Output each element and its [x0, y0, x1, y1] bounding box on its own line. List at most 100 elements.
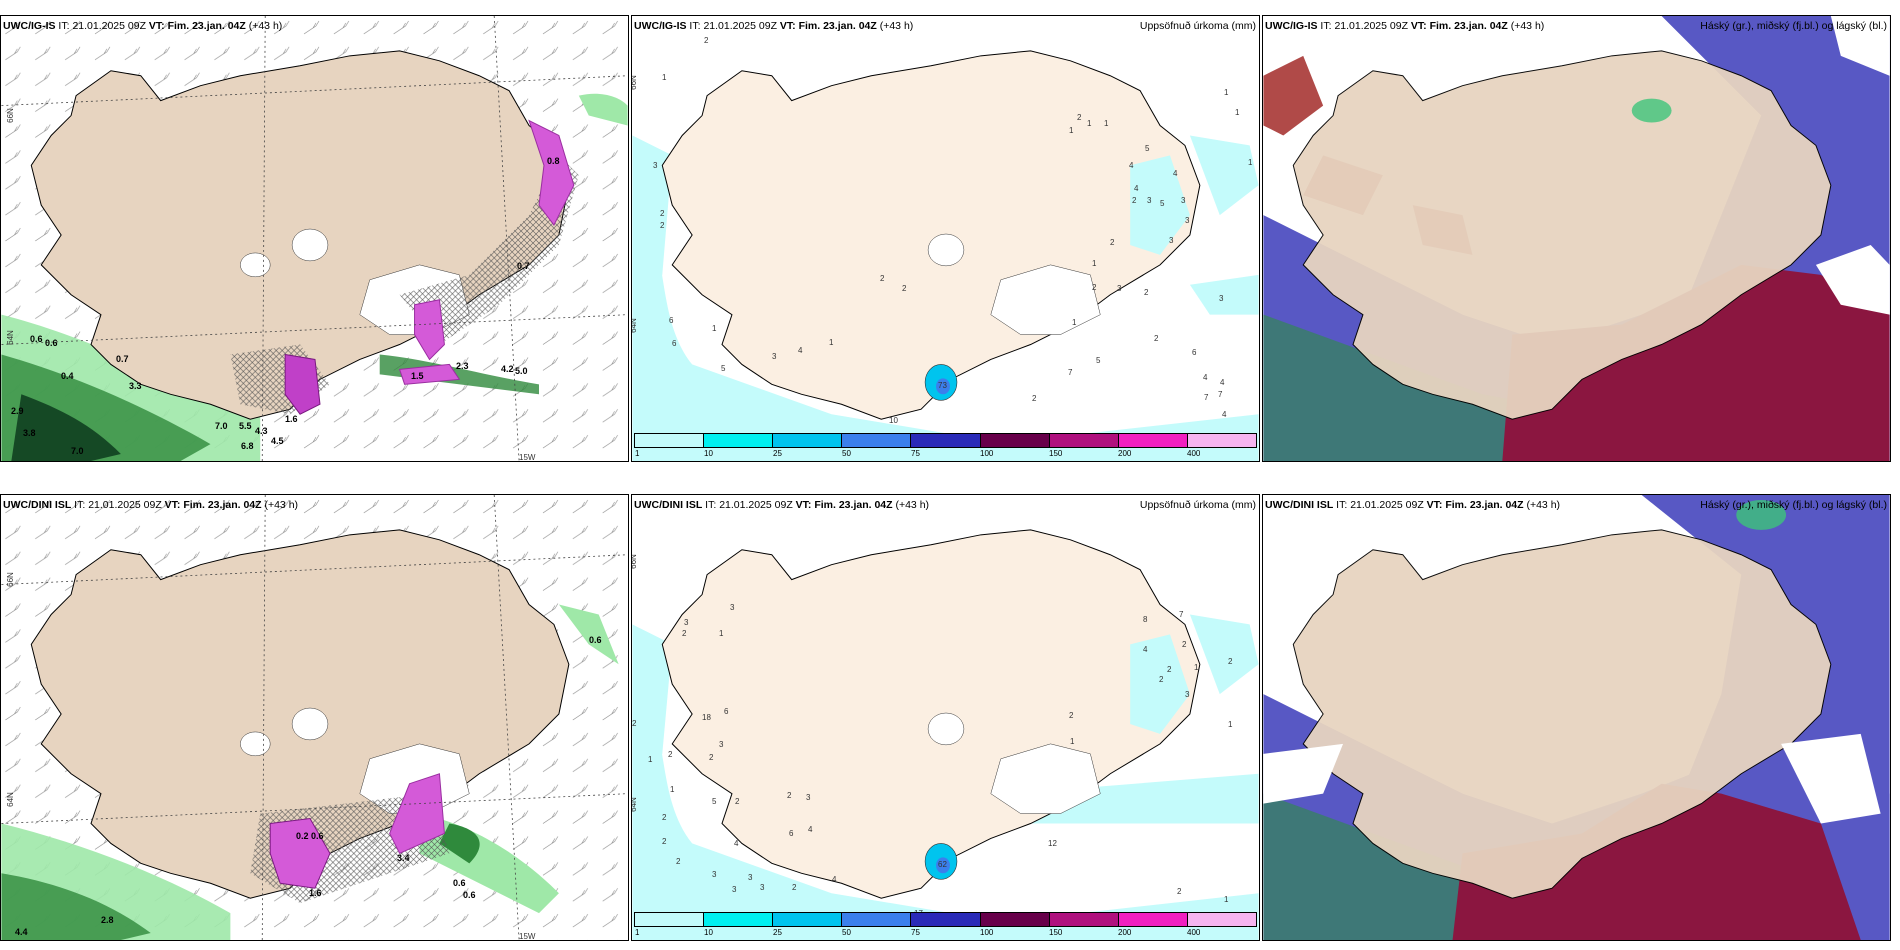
valid-label: VT: — [148, 20, 165, 32]
init-label: IT: — [689, 20, 701, 32]
lead-time: (+43 h) — [264, 499, 299, 511]
scale-swatch — [704, 913, 774, 926]
precip-label: 5 — [721, 364, 726, 373]
valid-label: VT: — [1410, 20, 1427, 32]
precip-label: 3 — [1185, 690, 1190, 699]
precip-label: 3 — [1169, 236, 1174, 245]
precip-label: 2 — [1177, 887, 1182, 896]
scale-swatch — [980, 913, 1050, 926]
precip-label: 12 — [1048, 839, 1057, 848]
panel-title-precip: Uppsöfnuð úrkoma (mm) — [1139, 20, 1256, 32]
wind-label: 6.8 — [241, 441, 254, 451]
model-name: UWC/DINI ISL — [1265, 499, 1334, 511]
precip-label: 1 — [1235, 108, 1240, 117]
precip-label: 1 — [1248, 158, 1253, 167]
wind-label: 3.4 — [397, 853, 410, 863]
scale-tick: 10 — [704, 449, 713, 458]
scale-tick: 1 — [635, 928, 640, 937]
panel-header: UWC/DINI ISL IT: 21.01.2025 09Z VT: Fim.… — [1265, 499, 1560, 511]
init-label: IT: — [1320, 20, 1332, 32]
precip-label: 3 — [732, 885, 737, 894]
scale-swatch — [911, 434, 981, 447]
precip-label: 2 — [704, 36, 709, 45]
valid-time: Fim. 23.jan. 04Z — [1445, 499, 1524, 511]
init-time: 21.01.2025 09Z — [72, 20, 146, 32]
precip-label: 2 — [662, 837, 667, 846]
scale-tick: 50 — [842, 928, 851, 937]
precip-label: 3 — [1181, 196, 1186, 205]
precip-color-bar — [634, 912, 1257, 927]
init-time: 21.01.2025 09Z — [719, 499, 793, 511]
precip-label: 6 — [672, 339, 677, 348]
panel-title-cloud: Háský (gr.), miðský (fj.bl.) og lágský (… — [1700, 20, 1887, 32]
scale-swatch — [1187, 913, 1256, 926]
precip-label: 2 — [1228, 657, 1233, 666]
lead-time: (+43 h) — [895, 499, 930, 511]
panel-cloud-bottom: UWC/DINI ISL IT: 21.01.2025 09Z VT: Fim.… — [1262, 494, 1891, 941]
lat-label-upper: 66N — [631, 554, 638, 569]
wind-label: 0.2 — [296, 831, 309, 841]
scale-swatch — [635, 434, 705, 447]
precip-label: 1 — [1070, 737, 1075, 746]
init-label: IT: — [74, 499, 86, 511]
init-label: IT: — [705, 499, 717, 511]
scale-tick: 400 — [1187, 449, 1201, 458]
panel-header: UWC/DINI ISL IT: 21.01.2025 09Z VT: Fim.… — [634, 499, 929, 511]
lead-time: (+43 h) — [248, 20, 283, 32]
valid-time: Fim. 23.jan. 04Z — [798, 20, 877, 32]
scale-swatch — [1049, 913, 1119, 926]
precip-label: 1 — [1087, 119, 1092, 128]
valid-time: Fim. 23.jan. 04Z — [167, 20, 246, 32]
init-time: 21.01.2025 09Z — [703, 20, 777, 32]
precip-label: 1 — [648, 755, 653, 764]
valid-label: VT: — [795, 499, 812, 511]
wind-label: 7.0 — [215, 421, 228, 431]
precip-label: 1 — [1104, 119, 1109, 128]
precip-label: 2 — [1132, 196, 1137, 205]
scale-swatch — [635, 913, 705, 926]
precip-label: 2 — [1077, 113, 1082, 122]
scale-tick: 75 — [911, 928, 920, 937]
wind-label: 0.6 — [30, 334, 43, 344]
precip-label: 3 — [1219, 294, 1224, 303]
panel-wind-top: UWC/IG-IS IT: 21.01.2025 09Z VT: Fim. 23… — [0, 15, 629, 462]
precip-label: 7 — [1218, 390, 1223, 399]
valid-label: VT: — [779, 20, 796, 32]
wind-label: 5.0 — [515, 366, 528, 376]
precip-label: 4 — [798, 346, 803, 355]
scale-swatch — [1118, 913, 1188, 926]
wind-map-bottom — [1, 495, 628, 940]
model-name: UWC/IG-IS — [3, 20, 56, 32]
precip-label: 2 — [1110, 238, 1115, 247]
init-time: 21.01.2025 09Z — [1334, 20, 1408, 32]
precip-label: 2 — [1182, 640, 1187, 649]
precip-label: 4 — [1220, 378, 1225, 387]
scale-swatch — [911, 913, 981, 926]
precip-color-bar — [634, 433, 1257, 448]
lat-label-lower: 64N — [5, 792, 15, 807]
panel-precip-bottom: UWC/DINI ISL IT: 21.01.2025 09Z VT: Fim.… — [631, 494, 1260, 941]
precip-label: 1 — [712, 324, 717, 333]
scale-tick: 100 — [980, 449, 994, 458]
init-label: IT: — [1336, 499, 1348, 511]
lead-time: (+43 h) — [879, 20, 914, 32]
precip-label: 4 — [1129, 161, 1134, 170]
wind-label: 4.2 — [501, 364, 514, 374]
precip-label: 3 — [719, 740, 724, 749]
precip-label: 2 — [1092, 283, 1097, 292]
precip-label: 1 — [1072, 318, 1077, 327]
wind-label: 0.8 — [547, 156, 560, 166]
scale-swatch — [1118, 434, 1188, 447]
precip-label: 1 — [1069, 126, 1074, 135]
wind-label: 7.0 — [71, 446, 84, 456]
scale-swatch — [773, 913, 843, 926]
precip-label: 4 — [808, 825, 813, 834]
precip-label: 1 — [662, 73, 667, 82]
precip-label: 6 — [669, 316, 674, 325]
precip-label: 3 — [806, 793, 811, 802]
precip-label: 1 — [1224, 895, 1229, 904]
precip-label: 2 — [787, 791, 792, 800]
precip-label: 1 — [719, 629, 724, 638]
lat-label-lower: 64N — [631, 318, 638, 333]
precip-label: 3 — [760, 883, 765, 892]
